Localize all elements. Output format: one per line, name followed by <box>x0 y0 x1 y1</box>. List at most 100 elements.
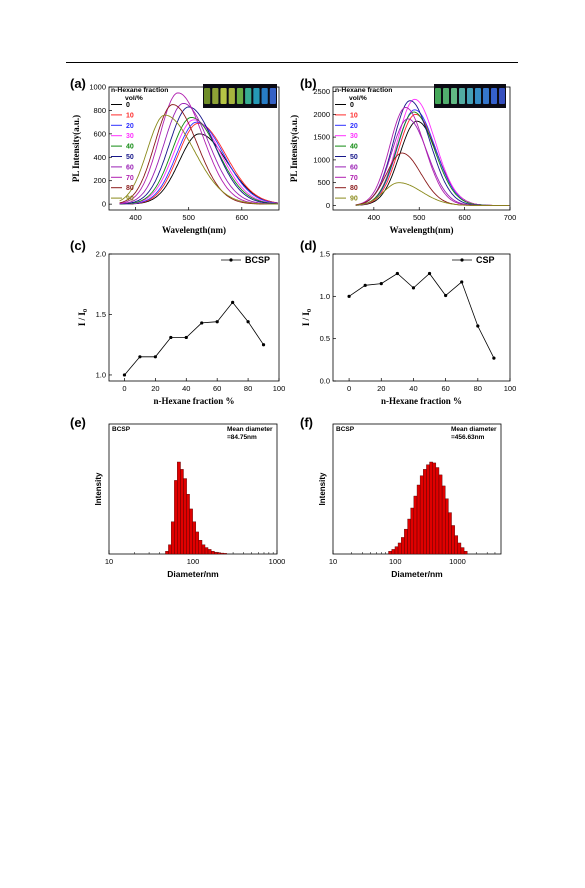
histogram-bar <box>429 461 433 555</box>
x-tick-label: 40 <box>182 384 190 393</box>
spectrum-line-60 <box>119 102 278 205</box>
legend-marker <box>229 258 233 262</box>
inset-vial <box>467 88 473 104</box>
mean-diameter-value: =84.75nm <box>227 434 257 441</box>
x-tick-label: 100 <box>504 384 517 393</box>
y-axis-label: Intensity <box>318 472 327 505</box>
histogram-bar <box>223 553 227 555</box>
legend-title: n-Hexane fraction <box>335 87 392 94</box>
y-axis-label: Intensity <box>94 472 103 505</box>
y-axis-label: I / I0 <box>301 309 313 326</box>
legend-label: 70 <box>126 175 134 182</box>
inset-vial <box>451 88 457 104</box>
panel-label: (e) <box>70 415 86 430</box>
data-point <box>395 271 399 276</box>
histogram-bar <box>441 485 446 555</box>
x-tick-label: 60 <box>441 384 449 393</box>
x-tick-label: 80 <box>474 384 482 393</box>
legend-label: 90 <box>350 196 358 203</box>
x-tick-label: 500 <box>413 213 426 222</box>
data-point <box>460 280 464 284</box>
ratio-line <box>348 272 495 359</box>
legend-label: 20 <box>126 123 134 130</box>
histogram-bar <box>438 474 443 555</box>
legend-label: 10 <box>126 112 134 119</box>
data-point <box>246 320 250 324</box>
legend-marker <box>460 258 464 262</box>
x-tick-label: 80 <box>244 384 252 393</box>
inset-vial <box>459 88 465 104</box>
histogram-bar <box>404 528 408 555</box>
spectrum-line-80 <box>119 104 278 205</box>
x-tick-label: 1000 <box>269 557 286 566</box>
panel-label: (b) <box>300 76 317 91</box>
histogram-bar <box>451 525 455 555</box>
plot-frame <box>108 253 280 382</box>
mean-diameter-label: Mean diameter <box>451 426 497 433</box>
inset-photo <box>434 84 506 108</box>
x-axis-label: Wavelength(nm) <box>390 225 454 235</box>
inset-photo <box>203 84 277 108</box>
x-tick-label: 10 <box>329 557 337 566</box>
histogram-bar <box>423 469 427 555</box>
data-point <box>476 324 480 328</box>
y-tick-label: 0 <box>102 200 106 209</box>
histogram-bar <box>457 542 462 555</box>
legend-label: 0 <box>126 102 130 109</box>
inset-vial <box>491 88 497 104</box>
inset-vial <box>435 88 441 104</box>
data-point <box>169 335 173 340</box>
ratio-line <box>124 301 264 376</box>
histogram-bar <box>198 540 203 555</box>
data-point <box>261 343 266 347</box>
legend-label: BCSP <box>245 255 270 265</box>
y-tick-label: 1.0 <box>320 292 330 301</box>
spectrum-line-50 <box>119 106 278 205</box>
data-point <box>200 321 204 325</box>
data-point <box>492 356 496 360</box>
x-tick-label: 20 <box>377 384 385 393</box>
x-axis-label: Diameter/nm <box>167 569 219 579</box>
spectrum-line-10 <box>119 122 278 205</box>
histogram-bar <box>189 508 193 555</box>
histogram-bar <box>391 549 396 555</box>
panel-label: (f) <box>300 415 313 430</box>
histogram-bar <box>460 547 465 555</box>
inset-vial <box>499 88 505 104</box>
x-tick-label: 100 <box>389 557 402 566</box>
spectrum-line-50 <box>355 100 510 206</box>
plot-frame <box>108 86 280 211</box>
y-tick-label: 600 <box>93 129 106 138</box>
histogram-bar <box>177 461 181 555</box>
x-tick-label: 400 <box>129 213 142 222</box>
y-tick-label: 0.5 <box>320 334 330 343</box>
y-tick-label: 1.0 <box>96 370 106 379</box>
data-point <box>427 271 432 276</box>
data-point <box>411 286 416 290</box>
histogram-bar <box>211 551 215 555</box>
histogram-bar <box>454 535 459 555</box>
x-tick-label: 100 <box>273 384 286 393</box>
histogram-bar <box>180 469 184 555</box>
inset-vial <box>443 88 449 104</box>
histogram-bar <box>217 552 221 555</box>
chart-d: (d) 0 20 40 60 80 100 0.0 0.5 1.0 1.5 n-Hexane frac… <box>300 238 516 406</box>
data-point <box>347 294 351 298</box>
x-axis-label: n-Hexane fraction % <box>381 396 462 406</box>
y-tick-label: 1.5 <box>320 250 330 259</box>
chart-a: (a)400 500 60002004006008001000Wavelength(… <box>70 76 280 235</box>
inset-vial <box>245 88 252 104</box>
y-tick-label: 500 <box>317 178 330 187</box>
x-tick-label: 600 <box>236 213 249 222</box>
y-tick-label: 0 <box>326 201 330 210</box>
legend-label: 80 <box>350 185 358 192</box>
legend-label: 10 <box>350 112 358 119</box>
histogram-bar <box>220 552 224 555</box>
legend-label: 60 <box>350 164 358 171</box>
y-tick-label: 1.5 <box>96 310 106 319</box>
y-axis-label: PL Intensity(a.u.) <box>71 115 81 182</box>
legend-label: 90 <box>126 196 134 203</box>
spectrum-line-90 <box>355 182 510 206</box>
